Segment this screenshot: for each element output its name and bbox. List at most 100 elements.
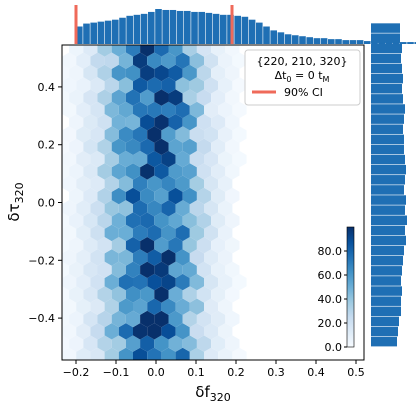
hexbin-cell	[211, 138, 226, 155]
hexbin-cell	[225, 335, 240, 352]
hexbin-cell	[182, 89, 197, 106]
hexbin-cell	[189, 77, 204, 94]
hexbin-cell	[232, 101, 247, 119]
hexbin-cell	[204, 249, 219, 266]
hexbin-cell	[175, 200, 190, 217]
hexbin-cell	[83, 89, 98, 106]
hexbin-cell	[62, 212, 70, 229]
hexbin-cell	[147, 200, 162, 217]
hexbin-cell	[62, 286, 70, 303]
hexbin-cell	[111, 310, 126, 328]
hexbin-cell	[225, 261, 240, 278]
right-marginal-histogram	[371, 23, 407, 347]
hexbin-cell	[62, 77, 77, 94]
hexbin-cell	[69, 286, 84, 303]
hexbin-cell	[147, 150, 162, 168]
hexbin-cell	[232, 126, 247, 143]
hexbin-cell	[204, 126, 219, 143]
hexbin-cell	[211, 45, 226, 57]
hexbin-cell	[118, 77, 133, 94]
colorbar-tick-label: 0.0	[325, 341, 343, 354]
hexbin-cell	[154, 335, 169, 352]
hexbin-cell	[218, 52, 233, 69]
colorbar-tick-label: 80.0	[318, 245, 343, 258]
top-hist-bar	[191, 11, 198, 45]
hexbin-cell	[76, 323, 91, 340]
hexbin-cell	[76, 200, 91, 217]
hexbin-cell	[90, 224, 105, 242]
top-hist-bar	[299, 36, 306, 44]
top-hist-bar	[400, 42, 407, 44]
x-tick-label: 0.5	[347, 366, 365, 379]
hexbin-cell	[161, 200, 176, 217]
top-hist-bar	[328, 39, 335, 44]
hexbin-cell	[168, 310, 183, 328]
hexbin-cell	[182, 45, 197, 57]
hexbin-cell	[140, 64, 155, 82]
top-hist-bar	[292, 35, 299, 44]
top-hist-bar	[133, 14, 141, 44]
hexbin-cell	[118, 323, 133, 340]
x-axis-ticks: −0.2 −0.1 0.0 0.1 0.2 0.3 0.4 0.5	[63, 360, 365, 379]
hexbin-cell	[118, 175, 133, 192]
hexbin-cell	[125, 138, 141, 155]
right-hist-bar	[371, 154, 405, 165]
hexbin-cell	[97, 261, 112, 278]
hexbin-cell	[182, 187, 197, 205]
hexbin-cell	[62, 52, 77, 69]
hexbin-cell	[140, 310, 155, 328]
hexbin-cell	[196, 212, 212, 229]
hexbin-cell	[104, 175, 119, 192]
hexbin-cell	[168, 114, 183, 131]
hexbin-cell	[125, 64, 141, 82]
hexbin-cell	[204, 323, 219, 340]
hexbin-cell	[62, 310, 70, 328]
hexbin-cell	[154, 163, 169, 180]
hexbin-cell	[232, 347, 247, 360]
hexbin-cell	[104, 323, 119, 340]
x-axis-label: δf320	[195, 383, 230, 404]
right-hist-bar	[371, 316, 399, 327]
hexbin-cell	[211, 212, 226, 229]
hexbin-cell	[111, 286, 126, 303]
hexbin-cell	[111, 237, 126, 254]
hexbin-cells	[62, 45, 247, 360]
hexbin-cell	[111, 187, 126, 205]
hexbin-cell	[118, 347, 133, 360]
hexbin-cell	[147, 273, 162, 291]
hexbin-cell	[133, 224, 148, 242]
hexbin-cell	[62, 101, 77, 119]
hexbin-cell	[111, 261, 126, 278]
hexbin-cell	[182, 114, 197, 131]
hexbin-cell	[111, 64, 126, 82]
hexbin-cell	[69, 187, 84, 205]
hexbin-cell	[83, 286, 98, 303]
hexbin-cell	[189, 273, 204, 291]
hexbin-cell	[104, 224, 119, 242]
hexbin-cell	[154, 64, 169, 82]
hexbin-cell	[104, 126, 119, 143]
hexbin-cell	[140, 237, 155, 254]
hexbin-cell	[125, 187, 141, 205]
hexbin-cell	[161, 77, 176, 94]
colorbar-ticks: 0.0 20.0 40.0 60.0 80.0	[318, 245, 347, 354]
y-tick-label: −0.4	[28, 312, 55, 325]
hexbin-cell	[83, 310, 98, 328]
hexbin-cell	[90, 52, 105, 69]
top-marginal-histogram	[74, 5, 416, 45]
hexbin-cell	[168, 64, 183, 82]
right-hist-bar	[371, 114, 404, 124]
hexbin-cell	[175, 77, 190, 94]
hexbin-cell	[133, 200, 148, 217]
hexbin-cell	[62, 89, 70, 106]
hexbin-cell	[161, 224, 176, 242]
top-hist-bar	[126, 15, 133, 44]
hexbin-cell	[104, 52, 119, 69]
hexbin-cell	[125, 212, 141, 229]
hexbin-cell	[111, 138, 126, 155]
hexbin-cell	[168, 335, 183, 352]
right-hist-bar	[371, 33, 400, 43]
hexbin-cell	[218, 249, 233, 266]
hexbin-cell	[182, 335, 197, 352]
hexbin-cell	[118, 273, 133, 291]
